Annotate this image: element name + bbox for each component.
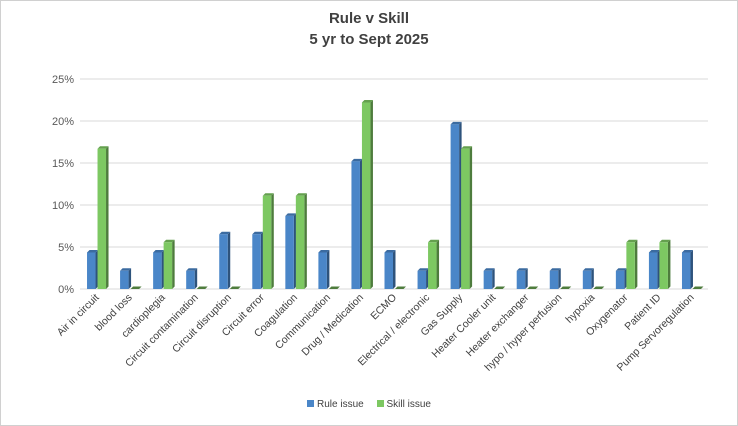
- bar-skill-issue: [593, 286, 605, 289]
- bar-skill-issue: [428, 239, 440, 289]
- bar-skill-issue: [229, 286, 241, 289]
- bar-rule-issue: [153, 249, 165, 289]
- bar-skill-issue: [97, 146, 109, 289]
- bar-rule-issue: [120, 268, 132, 289]
- bar-rule-issue: [351, 158, 363, 289]
- chart-subtitle: 5 yr to Sept 2025: [309, 31, 429, 48]
- legend: Rule issue Skill issue: [0, 399, 738, 410]
- bar-rule-issue: [681, 249, 693, 289]
- y-tick-label: 0%: [58, 284, 74, 296]
- bar-rule-issue: [648, 249, 660, 289]
- bar-rule-issue: [252, 231, 264, 289]
- bar-rule-issue: [615, 268, 627, 289]
- y-tick-label: 10%: [52, 200, 74, 212]
- y-tick-label: 15%: [52, 158, 74, 170]
- x-tick-label: ECMO: [368, 292, 399, 323]
- bar-skill-issue: [626, 239, 638, 289]
- bar-rule-issue: [186, 268, 198, 289]
- bar-skill-issue: [262, 193, 274, 289]
- bar-skill-issue: [560, 286, 572, 289]
- legend-item-rule-issue: Rule issue: [307, 399, 364, 410]
- y-tick-label: 5%: [58, 242, 74, 254]
- bar-rule-issue: [87, 249, 99, 289]
- bar-rule-issue: [219, 231, 231, 289]
- bar-rule-issue: [516, 268, 528, 289]
- bar-skill-issue: [494, 286, 506, 289]
- bar-rule-issue: [318, 249, 330, 289]
- chart-title-block: Rule v Skill 5 yr to Sept 2025: [0, 8, 738, 50]
- y-tick-label: 20%: [52, 116, 74, 128]
- bar-skill-issue: [461, 146, 473, 289]
- bar-skill-issue: [130, 286, 142, 289]
- y-axis-tick-labels: 0% 5% 10% 15% 20% 25%: [52, 74, 74, 296]
- bars: [87, 100, 704, 290]
- bar-skill-issue: [659, 239, 671, 289]
- bar-skill-issue: [692, 286, 704, 289]
- bar-skill-issue: [527, 286, 539, 289]
- legend-swatch-rule-issue: [307, 400, 315, 407]
- bar-rule-issue: [450, 121, 462, 289]
- x-tick-label: Circuit disruption: [170, 292, 234, 356]
- bar-rule-issue: [384, 249, 396, 289]
- gridlines: [80, 78, 708, 290]
- chart-title: Rule v Skill: [328, 10, 410, 27]
- bar-rule-issue: [582, 268, 594, 289]
- bar-skill-issue: [163, 239, 175, 289]
- legend-label-rule-issue: Rule issue: [317, 399, 364, 410]
- bar-skill-issue: [295, 193, 307, 289]
- y-tick-label: 25%: [52, 74, 74, 86]
- x-tick-label: Air in circuit: [55, 292, 102, 339]
- legend-swatch-skill-issue: [376, 400, 384, 407]
- bar-skill-issue: [196, 286, 208, 289]
- bar-skill-issue: [328, 286, 340, 289]
- legend-label-skill-issue: Skill issue: [386, 399, 431, 410]
- bar-skill-issue: [361, 100, 373, 290]
- bar-rule-issue: [549, 268, 561, 289]
- bar-rule-issue: [483, 268, 495, 289]
- x-tick-label: Drug / Medication: [299, 292, 366, 359]
- bar-rule-issue: [417, 268, 429, 289]
- bar-rule-issue: [285, 213, 297, 289]
- bar-skill-issue: [395, 286, 406, 289]
- legend-item-skill-issue: Skill issue: [376, 399, 431, 410]
